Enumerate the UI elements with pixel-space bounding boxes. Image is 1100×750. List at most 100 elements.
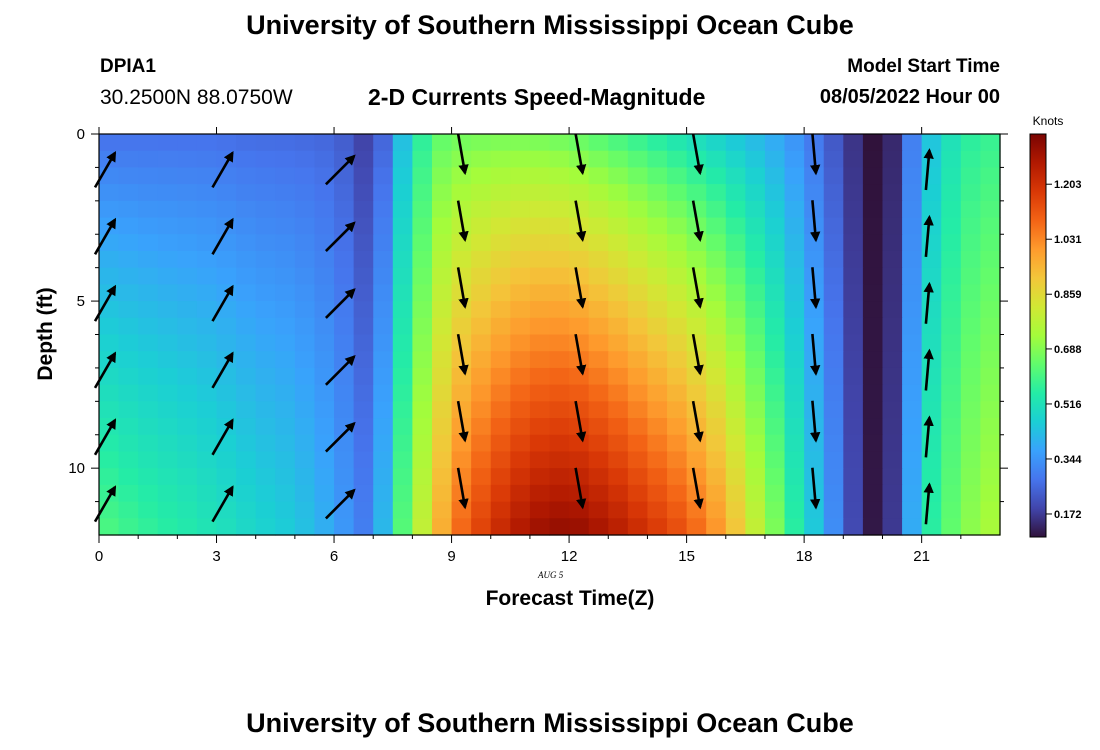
current-vector-arrow [456, 467, 469, 510]
heatmap-cell [588, 518, 609, 536]
current-vector-arrow [93, 217, 117, 255]
heatmap-cell [569, 267, 590, 285]
heatmap-cell [373, 468, 394, 486]
heatmap-cell [667, 384, 688, 402]
heatmap-cell [157, 501, 178, 519]
current-vector-arrow [456, 200, 469, 242]
heatmap-cell [236, 518, 257, 536]
heatmap-cell [451, 134, 472, 152]
colorbar-tick-label: 1.203 [1054, 179, 1082, 191]
heatmap-cell [431, 284, 453, 302]
heatmap-cell [196, 468, 218, 486]
heatmap-cell [745, 200, 766, 219]
heatmap-cell [843, 484, 864, 503]
heatmap-cell [412, 468, 433, 486]
heatmap-cell [902, 418, 923, 436]
heatmap-cell [921, 451, 942, 469]
heatmap-cell [627, 384, 649, 402]
heatmap-cell [823, 200, 844, 219]
current-vector-arrow [809, 467, 821, 510]
heatmap-cell [764, 150, 786, 169]
heatmap-cell [627, 150, 649, 169]
heatmap-cells [99, 134, 1001, 536]
station-id: DPIA1 [100, 56, 156, 77]
heatmap-cell [647, 484, 668, 503]
heatmap-cell [294, 384, 316, 402]
heatmap-cell [392, 434, 413, 453]
heatmap-cell [196, 134, 218, 152]
heatmap-cell [529, 468, 551, 486]
heatmap-cell [255, 468, 276, 486]
current-vector-arrow [691, 200, 704, 242]
heatmap-cell [569, 167, 590, 185]
heatmap-cell [921, 351, 942, 369]
heatmap-cell [960, 150, 982, 169]
heatmap-cell [510, 200, 531, 219]
heatmap-cell [745, 451, 766, 469]
heatmap-cell [960, 200, 982, 219]
heatmap-cell [921, 184, 942, 202]
heatmap-cell [706, 150, 727, 169]
heatmap-cell [510, 134, 531, 152]
heatmap-cell [706, 384, 727, 402]
heatmap-cell [862, 301, 884, 319]
heatmap-cell [843, 434, 864, 453]
current-vector-arrow [574, 200, 587, 242]
heatmap-cell [216, 384, 237, 402]
heatmap-cell [843, 418, 864, 436]
heatmap-cell [177, 401, 198, 419]
heatmap-cell [490, 434, 511, 453]
current-vector-arrow [211, 150, 234, 189]
heatmap-cell [627, 184, 649, 202]
heatmap-cell [510, 167, 531, 185]
heatmap-cell [862, 401, 884, 419]
heatmap-cell [588, 250, 609, 269]
heatmap-cell [255, 167, 276, 185]
heatmap-cell [373, 484, 394, 503]
heatmap-cell [118, 184, 139, 202]
heatmap-cell [725, 150, 746, 169]
heatmap-cell [706, 484, 727, 503]
heatmap-cell [431, 200, 453, 219]
heatmap-cell [138, 134, 159, 152]
heatmap-cell [177, 184, 198, 202]
heatmap-cell [255, 384, 276, 402]
heatmap-cell [510, 234, 531, 252]
heatmap-cell [725, 434, 746, 453]
heatmap-cell [784, 167, 805, 185]
heatmap-cell [608, 284, 629, 302]
heatmap-cell [941, 468, 962, 486]
heatmap-cell [196, 484, 218, 503]
heatmap-cell [529, 267, 551, 285]
heatmap-cell [510, 501, 531, 519]
heatmap-cell [451, 184, 472, 202]
heatmap-cell [627, 301, 649, 319]
heatmap-cell [334, 317, 355, 336]
heatmap-cell [412, 418, 433, 436]
heatmap-cell [275, 434, 296, 453]
heatmap-cell [823, 468, 844, 486]
heatmap-cell [569, 401, 590, 419]
heatmap-cell [392, 401, 413, 419]
heatmap-cell [667, 301, 688, 319]
heatmap-cell [157, 367, 178, 386]
heatmap-cell [294, 501, 316, 519]
heatmap-cell [412, 401, 433, 419]
heatmap-cell [882, 284, 903, 302]
heatmap-cell [255, 434, 276, 453]
heatmap-cell [353, 134, 374, 152]
heatmap-cell [510, 267, 531, 285]
heatmap-cell [627, 518, 649, 536]
x-tick-label: 0 [95, 548, 103, 565]
heatmap-cell [725, 384, 746, 402]
heatmap-cell [902, 451, 923, 469]
heatmap-cell [431, 434, 453, 453]
heatmap-cell [353, 167, 374, 185]
heatmap-cell [784, 484, 805, 503]
heatmap-cell [941, 384, 962, 402]
heatmap-cell [823, 418, 844, 436]
heatmap-cell [490, 468, 511, 486]
heatmap-cell [980, 217, 1001, 235]
current-vector-arrow [691, 333, 704, 376]
heatmap-cell [745, 250, 766, 269]
